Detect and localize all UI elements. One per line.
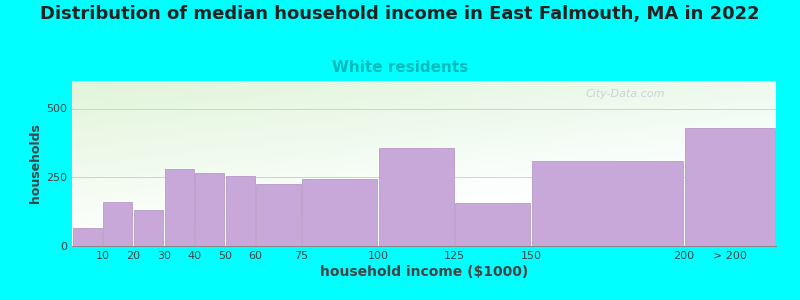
Bar <box>455 203 530 246</box>
Bar <box>302 178 378 246</box>
Bar <box>379 148 454 246</box>
Bar <box>165 169 194 246</box>
X-axis label: household income ($1000): household income ($1000) <box>320 265 528 279</box>
Bar <box>226 176 255 246</box>
Bar <box>257 184 301 246</box>
Bar <box>532 161 683 246</box>
Bar <box>195 173 224 246</box>
Text: City-Data.com: City-Data.com <box>586 89 666 99</box>
Bar <box>134 210 163 246</box>
Y-axis label: households: households <box>29 124 42 203</box>
Text: White residents: White residents <box>332 60 468 75</box>
Bar <box>73 228 102 246</box>
Text: Distribution of median household income in East Falmouth, MA in 2022: Distribution of median household income … <box>40 4 760 22</box>
Bar <box>685 128 775 246</box>
Bar <box>103 202 133 246</box>
